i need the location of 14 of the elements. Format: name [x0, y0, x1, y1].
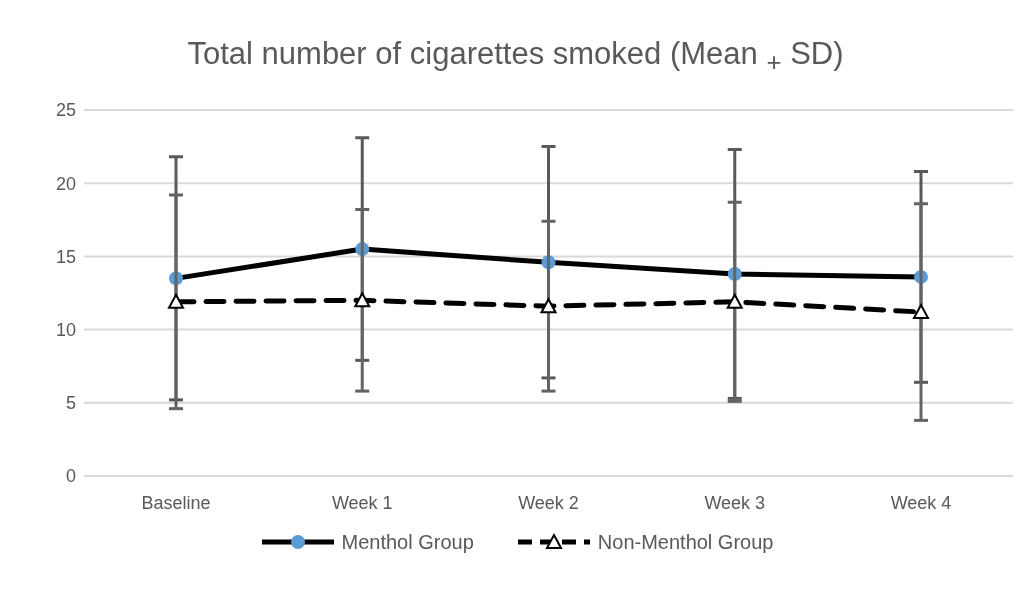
y-tick-label: 5: [65, 393, 76, 414]
x-tick-label: Week 2: [518, 492, 579, 513]
x-tick-label: Week 1: [331, 492, 393, 513]
chart-title: Total number of cigarettes smoked (Mean $_{+}$ SD): [187, 36, 844, 77]
y-tick-label: 20: [55, 173, 76, 194]
y-tick-label: 25: [55, 100, 76, 121]
x-tick-label: Week 3: [704, 492, 766, 513]
legend-label: Non-Menthol Group: [597, 530, 774, 554]
legend-label: Menthol Group: [341, 530, 474, 554]
x-tick-label: Baseline: [141, 492, 211, 513]
y-tick-label: 15: [55, 246, 76, 267]
x-tick-label: Week 4: [890, 492, 952, 513]
y-tick-label: 10: [55, 319, 76, 340]
y-tick-label: 0: [65, 466, 76, 487]
